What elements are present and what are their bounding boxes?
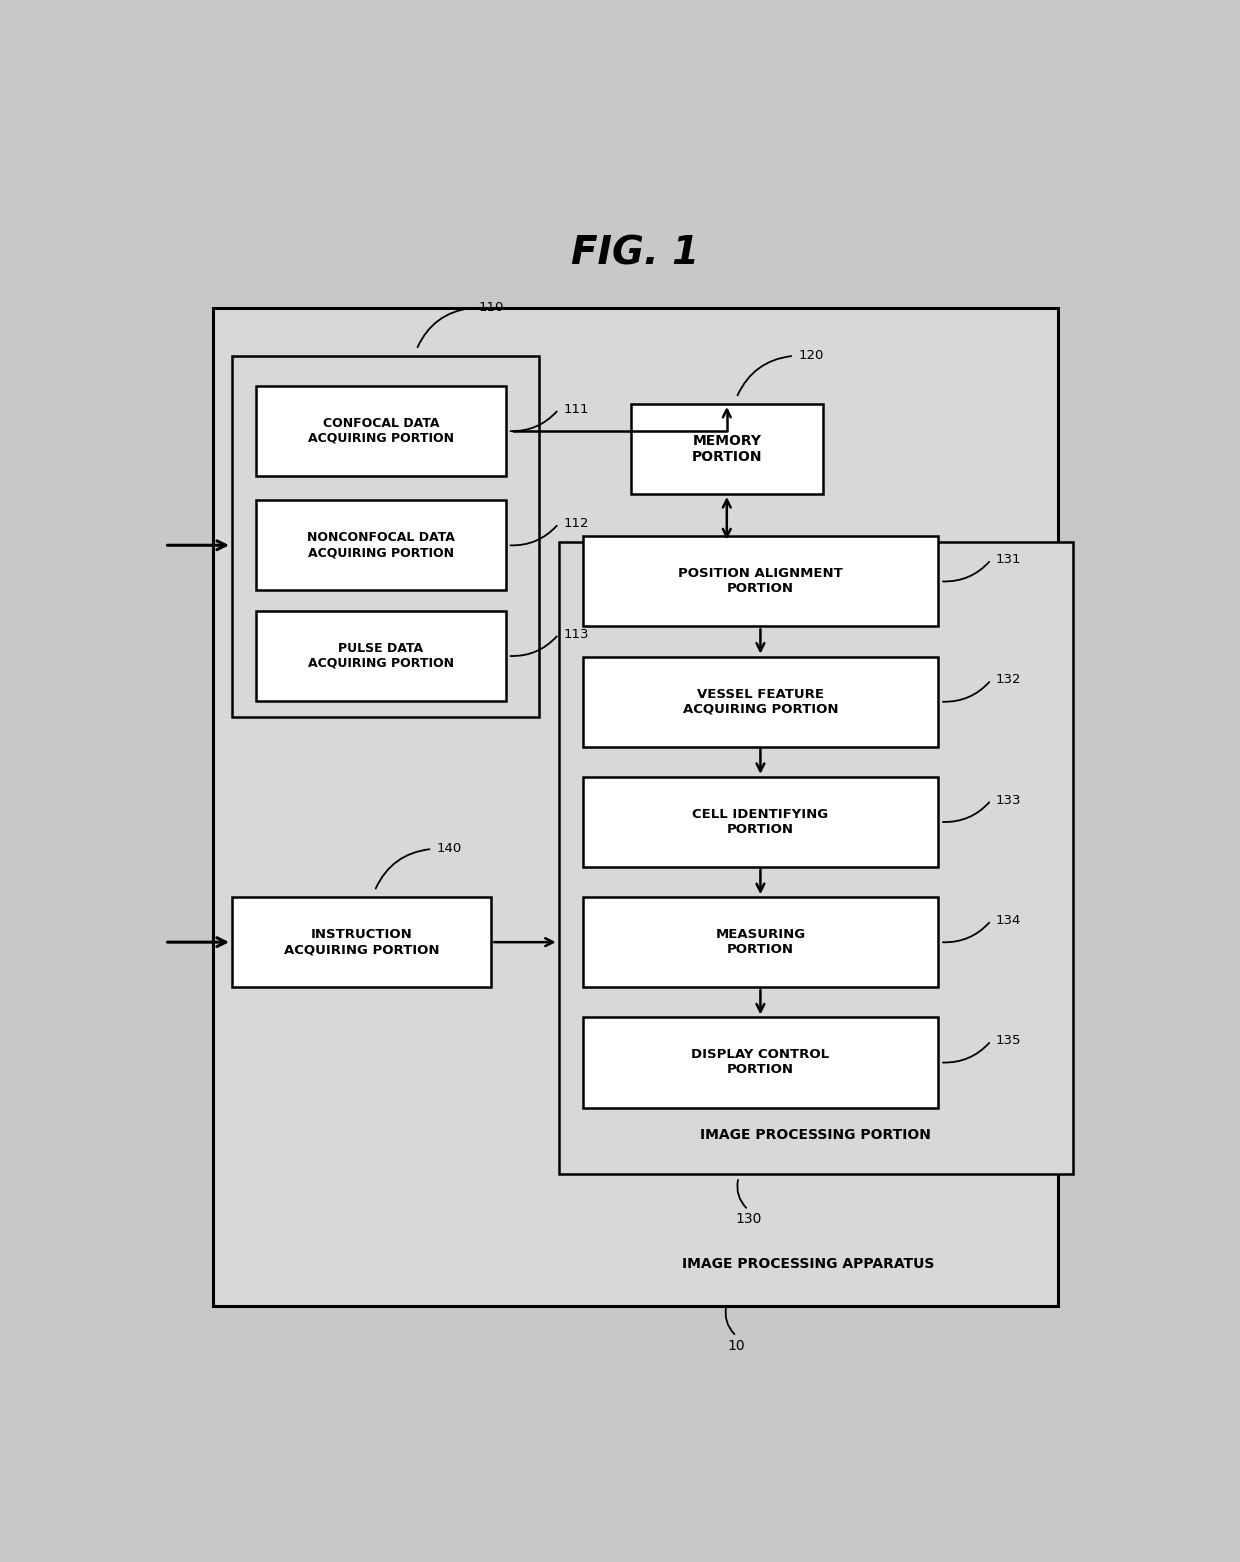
Text: 132: 132 (996, 673, 1022, 686)
Text: 111: 111 (563, 403, 589, 415)
Text: CONFOCAL DATA
ACQUIRING PORTION: CONFOCAL DATA ACQUIRING PORTION (308, 417, 454, 445)
Bar (631, 405, 823, 494)
Text: PULSE DATA
ACQUIRING PORTION: PULSE DATA ACQUIRING PORTION (308, 642, 454, 670)
Text: 112: 112 (563, 517, 589, 530)
Text: IMAGE ACQUIRING
PORTION: IMAGE ACQUIRING PORTION (317, 395, 454, 423)
Bar (255, 386, 506, 476)
Bar (232, 356, 539, 717)
Text: 120: 120 (799, 350, 825, 362)
Text: 135: 135 (996, 1034, 1022, 1047)
Bar (255, 500, 506, 590)
Text: VESSEL FEATURE
ACQUIRING PORTION: VESSEL FEATURE ACQUIRING PORTION (683, 687, 838, 715)
Text: POSITION ALIGNMENT
PORTION: POSITION ALIGNMENT PORTION (678, 567, 843, 595)
Bar (255, 611, 506, 701)
Text: 140: 140 (436, 842, 463, 856)
Bar (232, 897, 491, 987)
Text: FIG. 1: FIG. 1 (572, 234, 699, 273)
Bar (583, 656, 939, 747)
Bar (583, 776, 939, 867)
Text: 133: 133 (996, 793, 1022, 806)
Text: NONCONFOCAL DATA
ACQUIRING PORTION: NONCONFOCAL DATA ACQUIRING PORTION (306, 531, 455, 559)
Bar (558, 542, 1073, 1173)
Text: DISPLAY CONTROL
PORTION: DISPLAY CONTROL PORTION (692, 1048, 830, 1076)
Bar (583, 536, 939, 626)
Text: 10: 10 (728, 1339, 745, 1353)
Text: 130: 130 (735, 1212, 761, 1226)
Text: IMAGE PROCESSING PORTION: IMAGE PROCESSING PORTION (701, 1128, 931, 1142)
Text: INSTRUCTION
ACQUIRING PORTION: INSTRUCTION ACQUIRING PORTION (284, 928, 439, 956)
Text: IMAGE PROCESSING APPARATUS: IMAGE PROCESSING APPARATUS (682, 1257, 935, 1271)
Text: 110: 110 (479, 301, 505, 314)
Bar (583, 897, 939, 987)
Text: 134: 134 (996, 914, 1022, 926)
Bar (583, 1017, 939, 1107)
Text: 131: 131 (996, 553, 1022, 565)
Text: MEASURING
PORTION: MEASURING PORTION (715, 928, 806, 956)
Text: MEMORY
PORTION: MEMORY PORTION (692, 434, 763, 464)
Bar (213, 308, 1058, 1306)
Text: CELL IDENTIFYING
PORTION: CELL IDENTIFYING PORTION (692, 808, 828, 836)
Text: 113: 113 (563, 628, 589, 640)
